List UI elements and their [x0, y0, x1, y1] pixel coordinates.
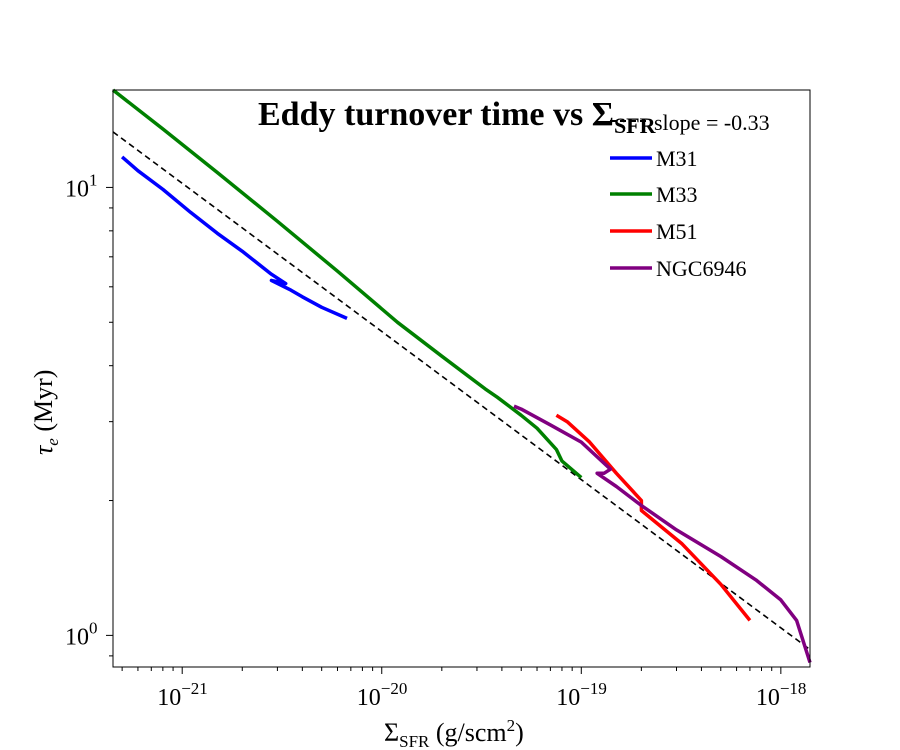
- chart-title-sub: SFR: [614, 113, 657, 138]
- y-tick-label: 101: [65, 170, 98, 202]
- x-axis-label-main: Σ: [384, 718, 399, 747]
- legend-label-m31: M31: [656, 146, 698, 171]
- series-line-m51: [555, 413, 752, 622]
- x-axis-label-sub: SFR: [399, 732, 430, 750]
- y-axis-label: τe (Myr): [29, 370, 62, 455]
- x-axis-label-units: (g/scm: [429, 718, 506, 747]
- x-tick-label: 10−21: [157, 679, 208, 711]
- x-axis-label-sup: 2: [507, 716, 516, 735]
- x-axis-ticks: 10−21 10−20 10−19 10−18: [121, 667, 807, 711]
- x-tick-label: 10−19: [556, 679, 607, 711]
- x-tick-label: 10−18: [756, 679, 807, 711]
- legend: slope = -0.33 M31 M33 M51 NGC6946: [610, 110, 770, 281]
- y-axis-ticks: 100 101: [65, 170, 113, 657]
- plot-frame: [112, 89, 811, 668]
- series-lines: [111, 88, 812, 664]
- chart-title: Eddy turnover time vs ΣSFR: [258, 96, 657, 138]
- fit-line: [112, 131, 811, 651]
- series-line-m33: [111, 88, 583, 479]
- series-line-m31: [120, 155, 348, 321]
- chart-title-main: Eddy turnover time vs Σ: [258, 96, 614, 133]
- x-tick-label: 10−20: [357, 679, 408, 711]
- x-axis-label: ΣSFR (g/scm2): [384, 716, 524, 750]
- legend-label-ngc6946: NGC6946: [656, 256, 746, 281]
- y-axis-label-sub: e: [43, 438, 62, 446]
- y-axis-label-main: τ: [29, 444, 58, 455]
- legend-label-m33: M33: [656, 182, 698, 207]
- legend-fit-label: slope = -0.33: [654, 110, 770, 135]
- series-line-ngc6946: [513, 404, 812, 664]
- x-axis-label-close: ): [515, 718, 524, 747]
- y-axis-label-units: (Myr): [29, 370, 58, 439]
- legend-label-m51: M51: [656, 219, 698, 244]
- y-tick-label: 100: [65, 618, 98, 650]
